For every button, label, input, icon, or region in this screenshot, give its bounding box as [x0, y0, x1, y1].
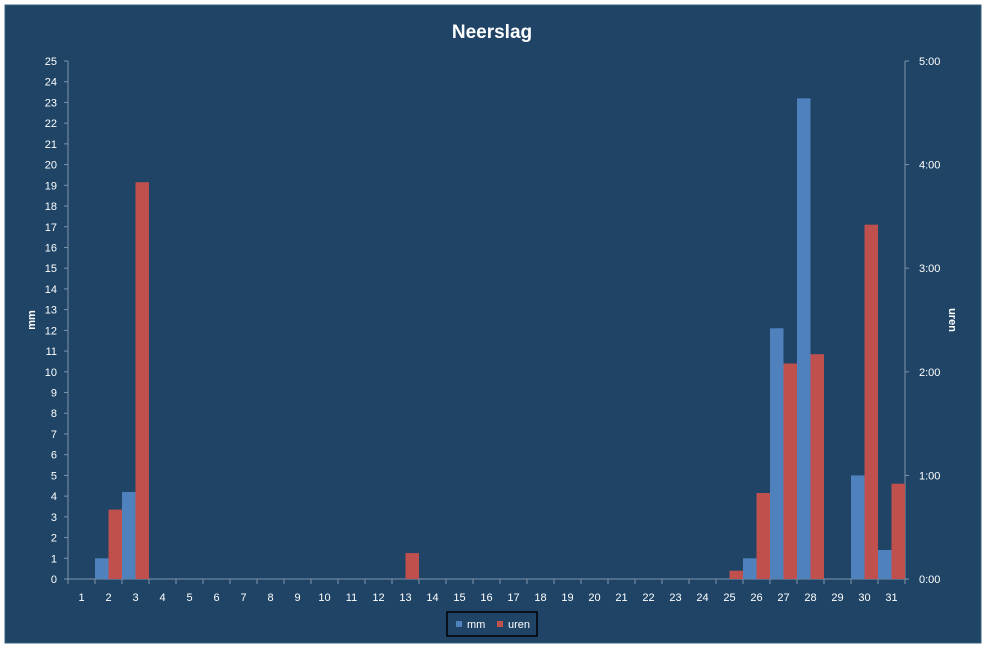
y2-tick-label: 0:00 [919, 574, 940, 586]
y2-tick-label: 2:00 [919, 367, 940, 379]
y2-tick-label: 3:00 [919, 263, 940, 275]
bar-mm-26 [743, 558, 757, 579]
legend: mm uren [446, 611, 538, 637]
y-axis-label: mm [26, 310, 38, 330]
x-tick-label: 12 [372, 592, 384, 604]
y-tick-label: 13 [45, 305, 57, 317]
y-tick-label: 10 [45, 367, 57, 379]
y-tick-label: 20 [45, 160, 57, 172]
y-tick-label: 19 [45, 180, 57, 192]
y-tick-label: 2 [51, 533, 57, 545]
x-tick-label: 22 [642, 592, 654, 604]
x-tick-label: 5 [186, 592, 192, 604]
x-tick-label: 17 [507, 592, 519, 604]
bar-mm-2 [95, 558, 109, 579]
x-tick-label: 29 [831, 592, 843, 604]
bar-uren-31 [891, 483, 905, 579]
y-tick-label: 18 [45, 201, 57, 213]
bar-mm-3 [122, 491, 136, 579]
x-tick-label: 3 [132, 592, 138, 604]
x-tick-label: 31 [885, 592, 897, 604]
y2-axis-label: uren [946, 308, 958, 332]
bar-uren-13 [405, 553, 419, 579]
y-tick-label: 0 [51, 574, 57, 586]
x-tick-label: 18 [534, 592, 546, 604]
y-tick-label: 3 [51, 512, 57, 524]
x-tick-label: 9 [294, 592, 300, 604]
x-tick-label: 20 [588, 592, 600, 604]
y-tick-label: 17 [45, 222, 57, 234]
bar-uren-28 [810, 354, 824, 579]
x-tick-label: 23 [669, 592, 681, 604]
bar-mm-27 [770, 328, 784, 579]
bars-group [95, 98, 905, 580]
y-tick-label: 11 [46, 346, 57, 358]
x-tick-label: 14 [426, 592, 438, 604]
bar-mm-30 [851, 475, 865, 579]
bar-uren-25 [729, 570, 743, 579]
x-tick-label: 16 [480, 592, 492, 604]
legend-box [446, 611, 538, 637]
y-tick-label: 12 [45, 325, 57, 337]
y-tick-label: 1 [51, 553, 57, 565]
x-tick-label: 27 [777, 592, 789, 604]
x-tick-label: 7 [240, 592, 246, 604]
y-tick-label: 21 [45, 139, 57, 151]
y-tick-label: 6 [51, 450, 57, 462]
bar-uren-2 [108, 509, 122, 579]
x-tick-label: 26 [750, 592, 762, 604]
x-tick-label: 21 [615, 592, 627, 604]
y2-tick-label: 4:00 [919, 160, 940, 172]
y-tick-label: 16 [45, 242, 57, 254]
bar-uren-3 [135, 182, 149, 579]
y-tick-label: 9 [51, 388, 57, 400]
bar-mm-28 [797, 98, 811, 580]
x-tick-label: 25 [723, 592, 735, 604]
y-tick-label: 23 [45, 97, 57, 109]
x-tick-label: 30 [858, 592, 870, 604]
bar-uren-27 [783, 363, 797, 579]
x-tick-label: 4 [159, 592, 165, 604]
bar-uren-30 [864, 224, 878, 580]
y-axis-left: 0123456789101112131415161718192021222324… [45, 56, 69, 586]
x-tick-label: 10 [318, 592, 330, 604]
bar-mm-31 [878, 549, 892, 579]
bar-uren-26 [756, 493, 770, 579]
x-tick-label: 1 [78, 592, 84, 604]
y-tick-label: 4 [51, 491, 57, 503]
x-axis: 1 2 3 4 5 6 7 8 9 10 11 12 13 14 15 16 17 18 19 20 21 22 23 24 2… [67, 578, 906, 604]
legend-swatch-mm [456, 621, 462, 627]
y-tick-label: 15 [45, 263, 57, 275]
x-tick-label: 2 [105, 592, 111, 604]
x-tick-label: 19 [561, 592, 573, 604]
y-tick-label: 24 [45, 77, 57, 89]
y-tick-label: 7 [51, 429, 57, 441]
y2-tick-label: 5:00 [919, 56, 940, 68]
y-tick-label: 22 [45, 118, 57, 130]
legend-swatch-uren [497, 621, 503, 627]
x-tick-label: 6 [213, 592, 219, 604]
x-tick-label: 15 [453, 592, 465, 604]
x-tick-label: 11 [346, 592, 357, 604]
y-tick-label: 8 [51, 408, 57, 420]
chart-title: Neerslag [452, 22, 532, 43]
x-tick-label: 28 [804, 592, 816, 604]
legend-label-mm: mm [467, 619, 485, 631]
chart-area [4, 4, 982, 644]
x-tick-label: 24 [696, 592, 708, 604]
x-tick-label: 13 [399, 592, 411, 604]
legend-label-uren: uren [508, 619, 530, 631]
y-tick-label: 25 [45, 56, 57, 68]
y2-tick-label: 1:00 [919, 470, 940, 482]
y-tick-label: 14 [45, 284, 57, 296]
y-tick-label: 5 [51, 470, 57, 482]
x-tick-label: 8 [267, 592, 273, 604]
